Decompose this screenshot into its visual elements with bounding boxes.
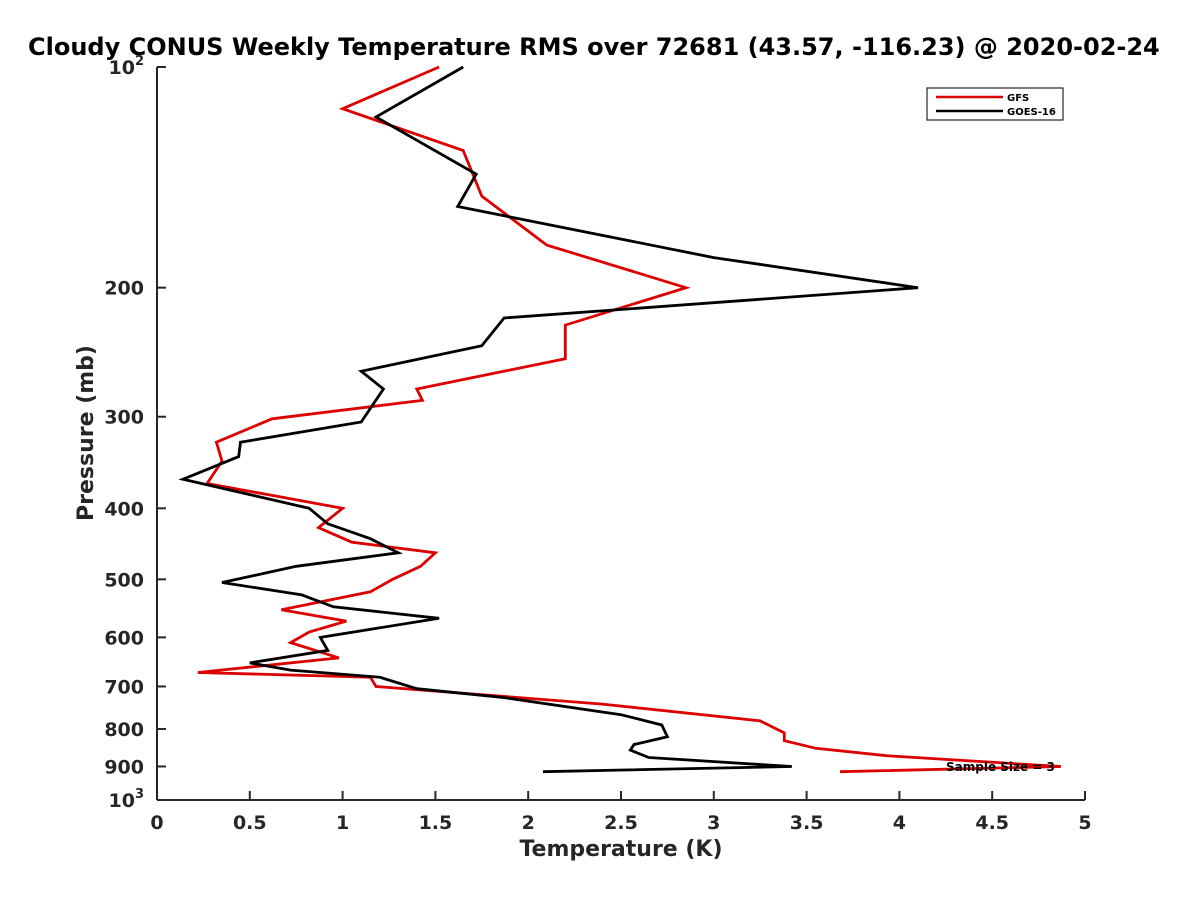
legend: GFS GOES-16 [926,87,1064,121]
y-tick-label: 102 [109,54,145,79]
y-tick-label: 800 [104,719,144,741]
x-tick-label: 4 [893,812,906,834]
x-tick-label: 0.5 [233,812,267,834]
y-tick-label: 400 [104,498,144,520]
x-tick-label: 1.5 [419,812,453,834]
x-tick-label: 2 [522,812,535,834]
y-tick-label: 700 [104,676,144,698]
x-tick-label: 5 [1078,812,1091,834]
y-tick-label: 200 [104,278,144,300]
x-tick-label: 2.5 [604,812,638,834]
sample-size-annotation: Sample Size = 3 [946,760,1055,774]
x-tick-label: 3 [707,812,720,834]
y-tick-label: 103 [109,787,145,812]
x-ticks: 0 0.5 1 1.5 2 2.5 3 3.5 4 4.5 5 [150,791,1092,834]
x-tick-label: 0 [150,812,163,834]
series-layer [178,65,1061,774]
y-tick-label: 600 [104,627,144,649]
chart-title: Cloudy CONUS Weekly Temperature RMS over… [28,33,1160,61]
legend-box [926,87,1064,121]
x-tick-label: 4.5 [975,812,1009,834]
y-tick-label: 900 [104,756,144,778]
legend-label-gfs: GFS [1007,93,1029,104]
y-ticks: 200 300 400 500 600 700 800 900 102 103 [104,54,166,812]
y-tick-label: 500 [104,569,144,591]
series-line-gfs [197,65,1061,774]
x-axis-label: Temperature (K) [519,837,722,862]
x-tick-label: 3.5 [790,812,824,834]
series-line-goes16 [178,65,919,774]
x-tick-label: 1 [336,812,349,834]
legend-label-goes16: GOES-16 [1007,107,1056,118]
axes: 0 0.5 1 1.5 2 2.5 3 3.5 4 4.5 5 200 300 400 500 600 700… [104,54,1091,834]
y-axis-label: Pressure (mb) [74,345,99,521]
y-tick-label: 300 [104,407,144,429]
